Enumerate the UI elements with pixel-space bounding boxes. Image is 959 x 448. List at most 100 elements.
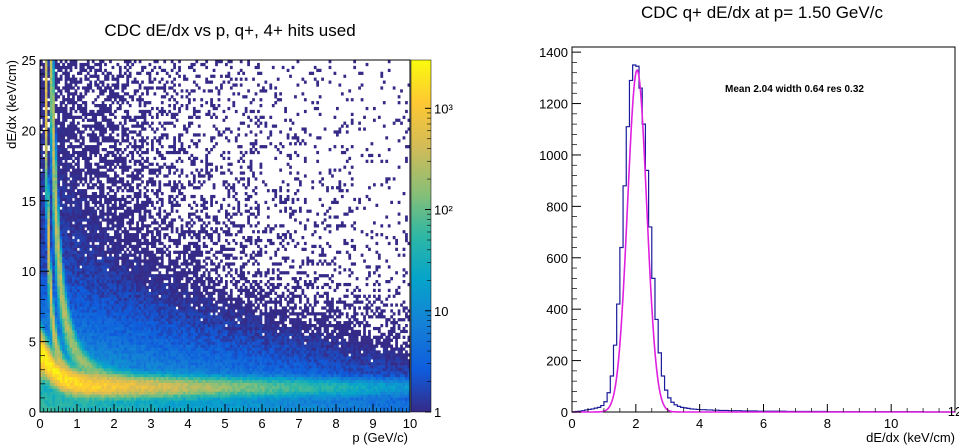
heatmap-cell <box>104 312 107 316</box>
heatmap-cell <box>79 326 83 331</box>
heatmap-cell <box>89 294 93 298</box>
heatmap-cell <box>74 83 78 87</box>
heatmap-cell <box>47 168 51 172</box>
heatmap-cell <box>106 224 110 228</box>
heatmap-cell <box>155 86 159 90</box>
heatmap-cell <box>44 71 48 75</box>
heatmap-cell <box>104 89 107 93</box>
heatmap-cell <box>114 282 117 287</box>
heatmap-cell <box>99 350 102 354</box>
heatmap-cell <box>133 209 137 213</box>
heatmap-cell <box>96 200 100 205</box>
heatmap-cell <box>151 291 154 295</box>
heatmap-cell <box>168 274 172 278</box>
heatmap-cell <box>141 321 144 325</box>
heatmap-cell <box>143 127 147 131</box>
heatmap-cell <box>59 194 63 199</box>
heatmap-cell <box>42 218 46 222</box>
heatmap-cell <box>153 168 157 172</box>
heatmap-cell <box>89 174 93 178</box>
heatmap-cell <box>136 329 139 334</box>
heatmap-cell <box>101 265 105 269</box>
heatmap-cell <box>81 356 85 360</box>
heatmap-cell <box>96 341 100 345</box>
heatmap-cell <box>44 312 48 316</box>
heatmap-cell <box>89 206 93 210</box>
heatmap-cell <box>64 159 68 163</box>
heatmap-cell <box>42 370 46 375</box>
heatmap-cell <box>123 300 127 304</box>
heatmap-cell <box>133 315 137 319</box>
heatmap-cell <box>118 321 122 325</box>
heatmap-cell <box>59 168 63 172</box>
heatmap-cell <box>84 274 88 278</box>
heatmap-cell <box>86 159 90 163</box>
heatmap-cell <box>89 347 93 351</box>
heatmap-cell <box>155 344 159 348</box>
heatmap-cell <box>136 370 139 375</box>
heatmap-cell <box>114 233 117 237</box>
heatmap-cell <box>153 244 157 249</box>
heatmap-cell <box>146 406 149 410</box>
heatmap-cell <box>99 262 102 266</box>
heatmap-cell <box>143 376 147 381</box>
heatmap-cell <box>104 373 107 378</box>
heatmap-cell <box>111 227 115 231</box>
heatmap-cell <box>57 189 61 193</box>
heatmap-cell <box>54 165 58 169</box>
heatmap-cell <box>40 236 43 240</box>
heatmap-cell <box>49 335 53 339</box>
heatmap-cell <box>77 259 80 263</box>
heatmap-cell <box>146 382 149 386</box>
heatmap-cell <box>138 306 142 310</box>
heatmap-cell <box>74 312 78 316</box>
heatmap-cell <box>165 212 169 216</box>
heatmap-cell <box>89 370 93 375</box>
heatmap-cell <box>141 403 144 407</box>
heatmap-cell <box>99 192 102 196</box>
heatmap-cell <box>81 247 85 251</box>
heatmap-cell <box>114 385 117 389</box>
heatmap-cell <box>114 92 117 96</box>
heatmap-cell <box>116 326 120 331</box>
heatmap-cell <box>72 256 75 260</box>
heatmap-cell <box>67 353 70 357</box>
heatmap-cell <box>74 77 78 81</box>
heatmap-cell <box>96 104 100 108</box>
heatmap-cell <box>121 409 125 413</box>
heatmap-cell <box>47 150 51 155</box>
heatmap-cell <box>62 118 65 122</box>
heatmap-cell <box>44 403 48 407</box>
heatmap-cell <box>160 109 164 114</box>
heatmap-cell <box>40 71 43 75</box>
heatmap-cell <box>64 259 68 263</box>
heatmap-cell <box>81 189 85 193</box>
heatmap-cell <box>143 288 147 293</box>
heatmap-cell <box>86 379 90 383</box>
heatmap-cell <box>86 233 90 237</box>
heatmap-cell <box>81 300 85 304</box>
heatmap-cell <box>69 359 73 363</box>
heatmap-cell <box>86 341 90 345</box>
heatmap-cell <box>163 365 167 369</box>
heatmap-cell <box>146 271 149 275</box>
heatmap-cell <box>72 329 75 334</box>
heatmap-cell <box>86 326 90 331</box>
heatmap-cell <box>67 318 70 322</box>
heatmap-cell <box>42 80 46 84</box>
heatmap-cell <box>101 101 105 105</box>
heatmap-cell <box>121 288 125 293</box>
heatmap-cell <box>116 312 120 316</box>
heatmap-cell <box>67 221 70 225</box>
heatmap-cell <box>126 274 130 278</box>
heatmap-cell <box>99 309 102 313</box>
heatmap-cell <box>153 403 157 407</box>
heatmap-cell <box>143 280 147 284</box>
heatmap-cell <box>151 80 154 84</box>
heatmap-cell <box>84 259 88 263</box>
heatmap-cell <box>128 297 132 301</box>
heatmap-cell <box>111 385 115 389</box>
heatmap-cell <box>153 394 157 398</box>
heatmap-cell <box>104 265 107 269</box>
heatmap-cell <box>114 400 117 404</box>
